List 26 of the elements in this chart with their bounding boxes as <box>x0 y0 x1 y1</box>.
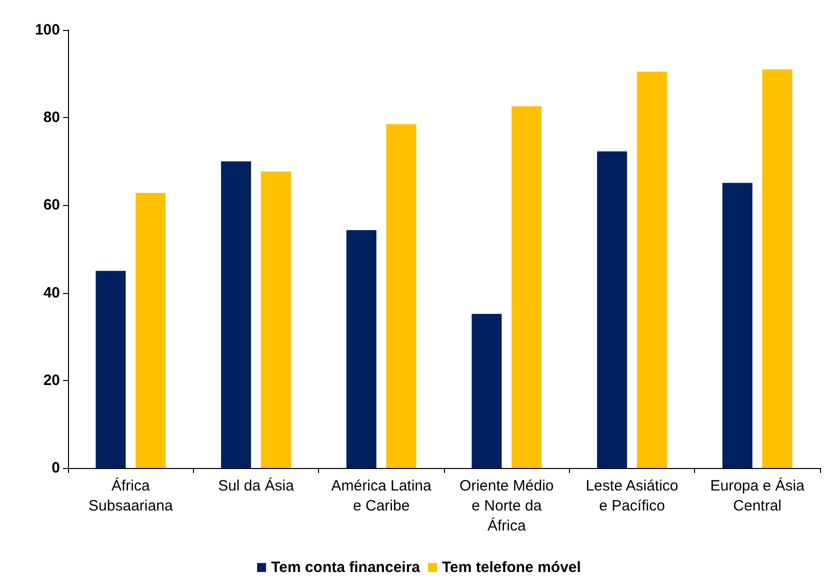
y-tick-label: 40 <box>43 284 60 302</box>
y-tick-label: 100 <box>34 22 60 38</box>
x-tick-label: Europa e Ásia Central <box>710 476 806 514</box>
x-tick-label: África Subsaariana <box>88 476 174 514</box>
bar <box>722 182 752 468</box>
y-tick-label: 80 <box>43 109 60 126</box>
bar <box>636 72 667 468</box>
x-tick-label: América Latina e Caribe <box>331 478 432 514</box>
x-tick-label: Oriente Médio e Norte da África <box>460 478 554 534</box>
bar <box>762 69 792 468</box>
x-tick-label: Leste Asiático e Pacífico <box>586 478 678 514</box>
x-tick-label: Sul da Ásia <box>218 476 295 494</box>
legend-label: Tem telefone móvel <box>442 559 581 576</box>
y-tick-label: 0 <box>52 460 60 476</box>
bar <box>221 161 252 468</box>
bar <box>96 270 126 468</box>
y-tick-label: 60 <box>43 196 60 214</box>
y-tick-label: 20 <box>43 372 60 389</box>
bar <box>346 230 376 468</box>
bar <box>512 106 542 468</box>
bar <box>136 192 166 468</box>
bar <box>386 124 416 468</box>
legend-label: Tem conta financeira <box>271 559 421 576</box>
bar <box>597 151 628 468</box>
bar <box>260 171 291 468</box>
bar <box>472 314 502 468</box>
